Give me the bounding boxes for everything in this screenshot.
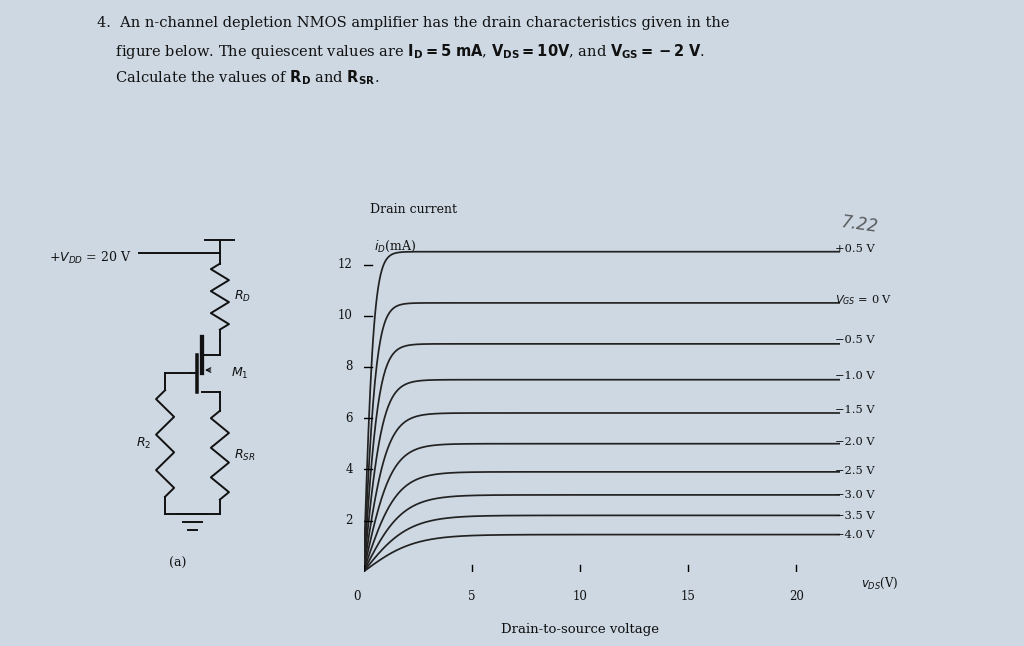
Text: 20: 20 [788, 590, 804, 603]
Text: −3.5 V: −3.5 V [836, 511, 874, 521]
Text: $M_1$: $M_1$ [231, 366, 249, 381]
Text: Drain current: Drain current [370, 203, 457, 216]
Text: 12: 12 [338, 258, 352, 271]
Text: 4: 4 [345, 463, 352, 476]
Text: $R_D$: $R_D$ [234, 289, 252, 304]
Text: 15: 15 [681, 590, 695, 603]
Text: 10: 10 [338, 309, 352, 322]
Text: −1.0 V: −1.0 V [836, 371, 874, 381]
Text: $i_D$(mA): $i_D$(mA) [375, 239, 417, 254]
Text: 5: 5 [468, 590, 475, 603]
Text: 8: 8 [345, 360, 352, 373]
Text: $+V_{DD}$ = 20 V: $+V_{DD}$ = 20 V [49, 250, 131, 266]
Text: 10: 10 [572, 590, 588, 603]
Text: $R_{SR}$: $R_{SR}$ [234, 448, 256, 463]
Text: −3.0 V: −3.0 V [836, 490, 874, 501]
Text: −2.0 V: −2.0 V [836, 437, 874, 446]
Text: 4.  An n-channel depletion NMOS amplifier has the drain characteristics given in: 4. An n-channel depletion NMOS amplifier… [97, 16, 730, 30]
Text: figure below. The quiescent values are $\mathbf{I_D = 5\ mA}$, $\mathbf{V_{DS} =: figure below. The quiescent values are $… [97, 42, 706, 61]
Text: −0.5 V: −0.5 V [836, 335, 874, 345]
Text: $V_{GS}$ = 0 V: $V_{GS}$ = 0 V [836, 293, 893, 307]
Text: −4.0 V: −4.0 V [836, 530, 874, 540]
Text: 2: 2 [345, 514, 352, 527]
Text: 7.22: 7.22 [840, 213, 879, 236]
Text: Calculate the values of $\mathbf{R_D}$ and $\mathbf{R_{SR}}$.: Calculate the values of $\mathbf{R_D}$ a… [97, 68, 380, 87]
Text: $v_{DS}$(V): $v_{DS}$(V) [861, 576, 899, 590]
Text: 6: 6 [345, 412, 352, 424]
Text: −2.5 V: −2.5 V [836, 466, 874, 476]
Text: +0.5 V: +0.5 V [836, 244, 876, 254]
Text: 0: 0 [353, 590, 360, 603]
Text: (a): (a) [169, 557, 186, 570]
Text: −1.5 V: −1.5 V [836, 406, 874, 415]
Text: $R_2$: $R_2$ [136, 436, 152, 451]
Text: Drain-to-source voltage: Drain-to-source voltage [501, 623, 659, 636]
